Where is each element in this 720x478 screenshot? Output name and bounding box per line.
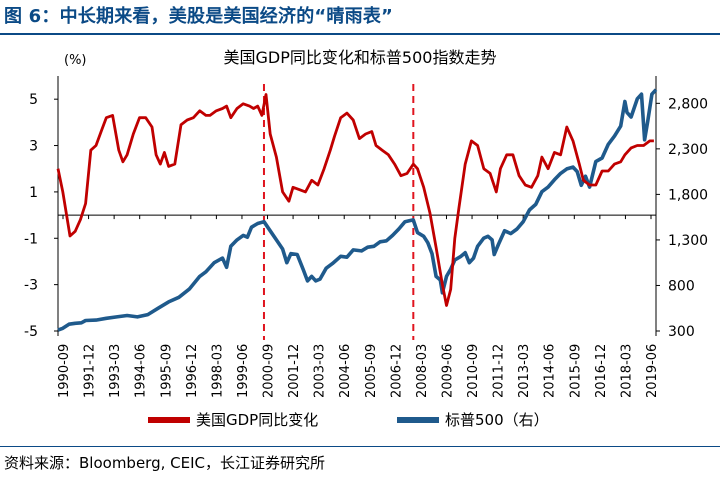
plot-area: (%) 5 3 1 -1 -3 -5 2,800 2,300 1,800 1,300 800 300 19… <box>24 53 708 398</box>
right-tick-label: 300 <box>668 324 695 340</box>
x-tick-label: 1993-03 <box>108 344 123 398</box>
chart-title: 美国GDP同比变化和标普500指数走势 <box>223 48 497 67</box>
x-tick-label: 1991-12 <box>83 344 98 398</box>
x-tick-label: 2001-12 <box>287 344 302 398</box>
x-tick-label: 2004-06 <box>338 344 353 398</box>
left-tick-label: -5 <box>24 324 38 340</box>
gdp-series-line <box>56 93 654 307</box>
legend-label-gdp: 美国GDP同比变化 <box>196 411 319 429</box>
right-tick-label: 2,800 <box>668 96 708 112</box>
source-note: 资料来源：Bloomberg, CEIC，长江证券研究所 <box>4 454 325 472</box>
x-tick-label: 2016-12 <box>594 344 609 398</box>
x-tick-label: 2010-09 <box>466 344 481 398</box>
right-tick-label: 1,800 <box>668 187 708 203</box>
x-tick-label: 2013-03 <box>517 344 532 398</box>
x-tick-label: 1990-09 <box>57 344 72 398</box>
x-tick-label: 2019-06 <box>645 344 660 398</box>
x-tick-label: 1995-09 <box>159 344 174 398</box>
x-tick-label: 1996-12 <box>185 344 200 398</box>
x-tick-label: 2005-09 <box>364 344 379 398</box>
x-tick-label: 2003-03 <box>313 344 328 398</box>
left-axis-unit: (%) <box>64 53 87 68</box>
x-tick-label: 1998-03 <box>210 344 225 398</box>
title-rule <box>0 33 720 35</box>
right-tick-label: 1,300 <box>668 233 708 249</box>
left-tick-label: -1 <box>24 231 38 247</box>
legend-label-sp500: 标普500（右） <box>445 411 549 429</box>
left-tick-label: -3 <box>24 278 38 294</box>
right-tick-label: 2,300 <box>668 142 708 158</box>
x-tick-label: 2008-03 <box>415 344 430 398</box>
legend-swatch-gdp <box>148 417 190 423</box>
x-tick-label: 1999-06 <box>236 344 251 398</box>
x-tick-label: 2018-03 <box>619 344 634 398</box>
sp500-series-line <box>57 88 658 332</box>
x-tick-label: 1994-06 <box>134 344 149 398</box>
legend-swatch-sp500 <box>397 417 439 423</box>
x-tick-label: 2000-09 <box>262 344 277 398</box>
right-tick-label: 800 <box>668 278 695 294</box>
left-tick-label: 3 <box>29 139 38 155</box>
figure-title: 图 6：中长期来看，美股是美国经济的“晴雨表” <box>4 6 394 27</box>
x-tick-label: 2011-12 <box>492 344 507 398</box>
x-tick-label: 2006-12 <box>389 344 404 398</box>
source-rule <box>0 446 720 447</box>
left-tick-label: 1 <box>29 185 38 201</box>
x-tick-label: 2009-06 <box>440 344 455 398</box>
left-tick-label: 5 <box>29 92 38 108</box>
x-tick-label: 2015-09 <box>568 344 583 398</box>
x-tick-label: 2014-06 <box>543 344 558 398</box>
